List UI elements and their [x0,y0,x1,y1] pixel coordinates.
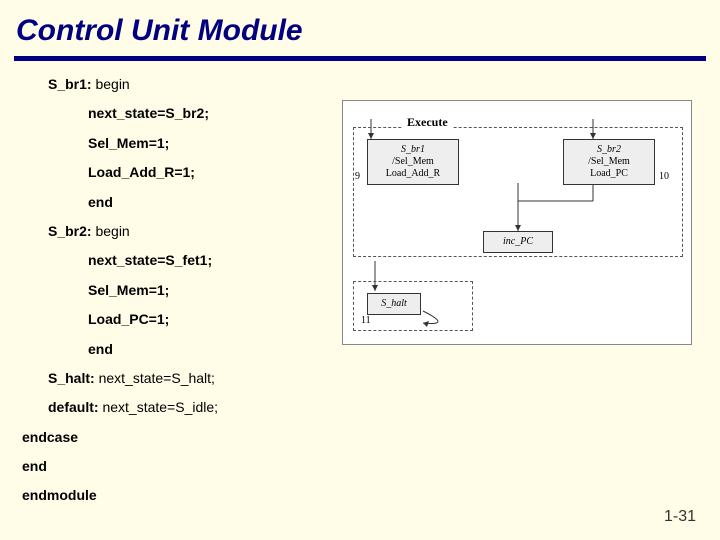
code-line: endcase [22,430,720,445]
code-text: begin [92,223,130,239]
state-label: S_halt: [48,370,95,386]
title-rule [14,56,706,61]
state-diagram: Execute S_br1 /Sel_Mem Load_Add_R 9 S_br… [342,100,692,345]
code-text: next_state=S_idle; [99,399,218,415]
node-head: S_halt [374,298,414,310]
node-num: 10 [659,171,669,182]
code-text: next_state=S_halt; [95,370,215,386]
node-line: Load_Add_R [374,168,452,180]
state-label: default: [48,399,99,415]
page-title: Control Unit Module [0,0,720,56]
state-label: S_br2: [48,223,92,239]
execute-label: Execute [403,115,452,130]
node-head: S_br1 [374,144,452,156]
node-line: /Sel_Mem [570,156,648,168]
node-num: 11 [361,315,371,326]
node-line: /Sel_Mem [374,156,452,168]
node-shalt: S_halt [367,293,421,315]
code-line: default: next_state=S_idle; [48,400,720,415]
node-incpc: inc_PC [483,231,553,253]
node-head: S_br2 [570,144,648,156]
code-text: begin [92,76,130,92]
page-number: 1-31 [664,508,696,526]
node-sbr1: S_br1 /Sel_Mem Load_Add_R [367,139,459,185]
code-line: endmodule [22,488,720,503]
code-line: S_br1: begin [48,77,720,92]
node-sbr2: S_br2 /Sel_Mem Load_PC [563,139,655,185]
node-num: 9 [355,171,360,182]
code-line: end [22,459,720,474]
node-line: Load_PC [570,168,648,180]
state-label: S_br1: [48,76,92,92]
code-line: S_halt: next_state=S_halt; [48,371,720,386]
